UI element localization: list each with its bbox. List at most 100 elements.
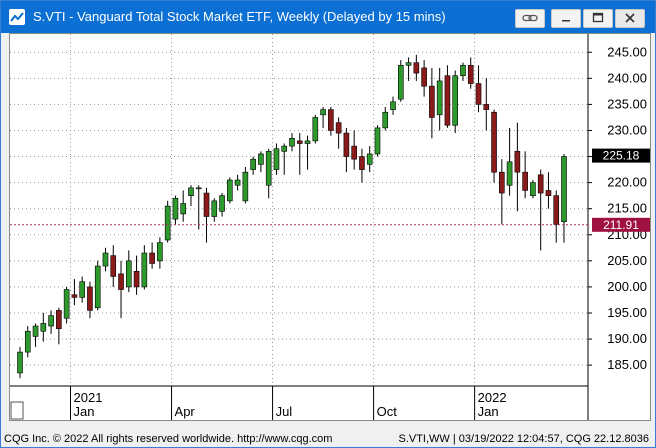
year-label: 2021 — [74, 390, 103, 405]
down-candle — [56, 310, 62, 329]
up-candle — [17, 351, 23, 374]
link-button[interactable] — [515, 9, 545, 28]
up-candle — [382, 111, 389, 129]
maximize-button[interactable] — [583, 9, 613, 28]
status-bar: CQG Inc. © 2022 All rights reserved worl… — [1, 431, 655, 447]
reference-price-label: 211.91 — [603, 218, 639, 232]
up-candle — [281, 145, 288, 152]
month-label: Oct — [377, 404, 398, 419]
price-tick-label: 185.00 — [607, 357, 647, 372]
down-candle — [421, 67, 427, 87]
up-candle — [452, 75, 459, 126]
up-candle — [141, 252, 148, 288]
down-candle — [335, 122, 342, 134]
up-candle — [63, 289, 70, 319]
month-label: Jan — [74, 404, 95, 419]
up-candle — [227, 179, 233, 202]
up-candle — [506, 161, 513, 186]
up-candle — [436, 80, 443, 116]
down-candle — [499, 171, 505, 194]
reference-price-marker: 211.91 — [592, 217, 650, 232]
down-candle — [203, 192, 210, 217]
up-candle — [188, 187, 194, 196]
last-price-marker: 225.18 — [592, 148, 650, 163]
last-price-label: 225.18 — [603, 149, 640, 163]
month-label: Jul — [276, 404, 293, 419]
maximize-icon — [584, 12, 612, 24]
up-candle — [157, 242, 163, 262]
up-candle — [250, 158, 256, 170]
up-candle — [94, 265, 101, 309]
price-tick-label: 215.00 — [607, 201, 647, 216]
down-candle — [491, 111, 497, 173]
window-title: S.VTI - Vanguard Total Stock Market ETF,… — [33, 9, 446, 24]
up-candle — [460, 64, 466, 77]
up-candle — [24, 330, 31, 353]
up-candle — [304, 140, 311, 144]
up-candle — [180, 203, 186, 215]
down-candle — [413, 62, 420, 74]
up-candle — [79, 281, 85, 298]
up-candle — [390, 101, 396, 110]
price-tick-label: 230.00 — [607, 122, 647, 137]
down-candle — [444, 75, 451, 126]
up-candle — [320, 109, 326, 116]
down-candle — [296, 140, 303, 144]
up-candle — [397, 64, 404, 100]
price-tick-label: 235.00 — [607, 96, 647, 111]
copyright-text: CQG Inc. © 2022 All rights reserved worl… — [4, 433, 333, 445]
up-candle — [172, 197, 179, 220]
minimize-button[interactable] — [551, 9, 581, 28]
month-label: Jan — [478, 404, 499, 419]
up-candle — [195, 187, 202, 190]
price-tick-label: 195.00 — [607, 305, 647, 320]
down-candle — [553, 195, 560, 225]
down-candle — [475, 83, 482, 105]
candles — [17, 54, 567, 379]
up-candle — [366, 153, 373, 165]
up-candle — [32, 325, 39, 337]
up-candle — [234, 179, 241, 186]
close-button[interactable] — [615, 9, 645, 28]
link-icon — [516, 12, 544, 24]
price-axis: 245.00240.00235.00230.00225.00220.00215.… — [588, 44, 647, 372]
down-candle — [537, 174, 544, 194]
cqg-app-icon — [9, 9, 25, 25]
title-bar[interactable]: S.VTI - Vanguard Total Stock Market ETF,… — [1, 1, 655, 33]
up-candle — [289, 137, 295, 147]
up-candle — [126, 260, 132, 288]
down-candle — [118, 273, 124, 290]
down-candle — [328, 109, 334, 131]
up-candle — [312, 117, 319, 142]
down-candle — [467, 64, 474, 84]
up-candle — [561, 156, 567, 223]
price-tick-label: 240.00 — [607, 70, 647, 85]
status-info: S.VTI,WW | 03/19/2022 12:04:57, CQG 22.1… — [398, 433, 649, 445]
down-candle — [483, 104, 490, 110]
candlestick-chart[interactable]: 245.00240.00235.00230.00225.00220.00215.… — [10, 34, 650, 420]
close-icon — [616, 12, 644, 24]
down-candle — [359, 156, 365, 170]
down-candle — [133, 270, 140, 288]
down-candle — [514, 151, 521, 173]
scroll-handle — [10, 401, 24, 420]
down-candle — [110, 255, 117, 277]
down-candle — [149, 252, 155, 264]
down-candle — [522, 171, 528, 191]
price-tick-label: 220.00 — [607, 175, 647, 190]
down-candle — [545, 190, 552, 196]
grid — [10, 34, 589, 420]
up-candle — [211, 200, 218, 217]
chart-area[interactable]: 245.00240.00235.00230.00225.00220.00215.… — [9, 33, 651, 421]
price-tick-label: 200.00 — [607, 279, 647, 294]
price-tick-label: 245.00 — [607, 44, 647, 59]
up-candle — [40, 323, 47, 332]
up-candle — [48, 315, 54, 327]
year-label: 2022 — [478, 390, 507, 405]
down-candle — [429, 85, 435, 118]
down-candle — [71, 294, 78, 298]
down-candle — [87, 286, 93, 311]
up-candle — [219, 195, 225, 212]
